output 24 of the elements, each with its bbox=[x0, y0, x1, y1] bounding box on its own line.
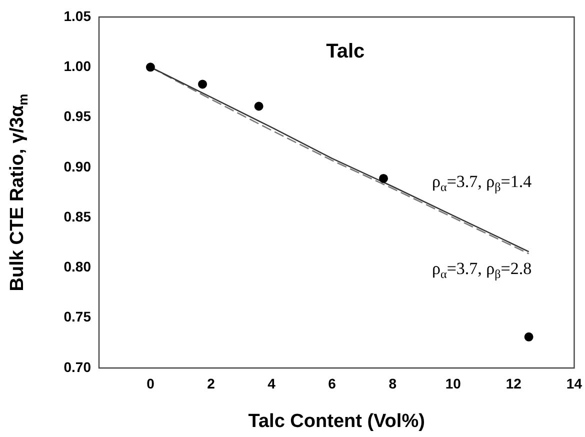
x-tick-label: 10 bbox=[445, 375, 462, 392]
x-tick-label: 4 bbox=[268, 375, 276, 392]
x-axis-title: Talc Content (Vol%) bbox=[248, 410, 425, 432]
point bbox=[254, 102, 264, 111]
point bbox=[524, 332, 534, 342]
y-tick-label: 0.80 bbox=[64, 258, 92, 275]
text: Talc bbox=[326, 40, 365, 63]
x-tick-label: 12 bbox=[506, 375, 522, 392]
y-tick-label: 0.85 bbox=[64, 208, 92, 224]
x-tick-label: 14 bbox=[566, 375, 582, 392]
y-axis-title: Bulk CTE Ratio, γ/3αm bbox=[7, 94, 30, 292]
point bbox=[198, 80, 208, 89]
y-tick-label: 0.70 bbox=[64, 358, 92, 375]
x-tick-label: 8 bbox=[388, 375, 397, 392]
y-tick-label: 1.05 bbox=[64, 8, 92, 24]
point bbox=[146, 62, 155, 72]
y-tick-label: 0.95 bbox=[64, 108, 92, 124]
y-tick-label: 0.75 bbox=[64, 308, 92, 325]
y-tick-label: 0.90 bbox=[64, 158, 92, 174]
x-tick-label: 0 bbox=[146, 375, 155, 392]
point bbox=[379, 174, 388, 183]
x-tick-label: 2 bbox=[207, 375, 216, 392]
y-tick-label: 1.00 bbox=[64, 58, 92, 74]
x-tick-label: 6 bbox=[328, 375, 336, 392]
